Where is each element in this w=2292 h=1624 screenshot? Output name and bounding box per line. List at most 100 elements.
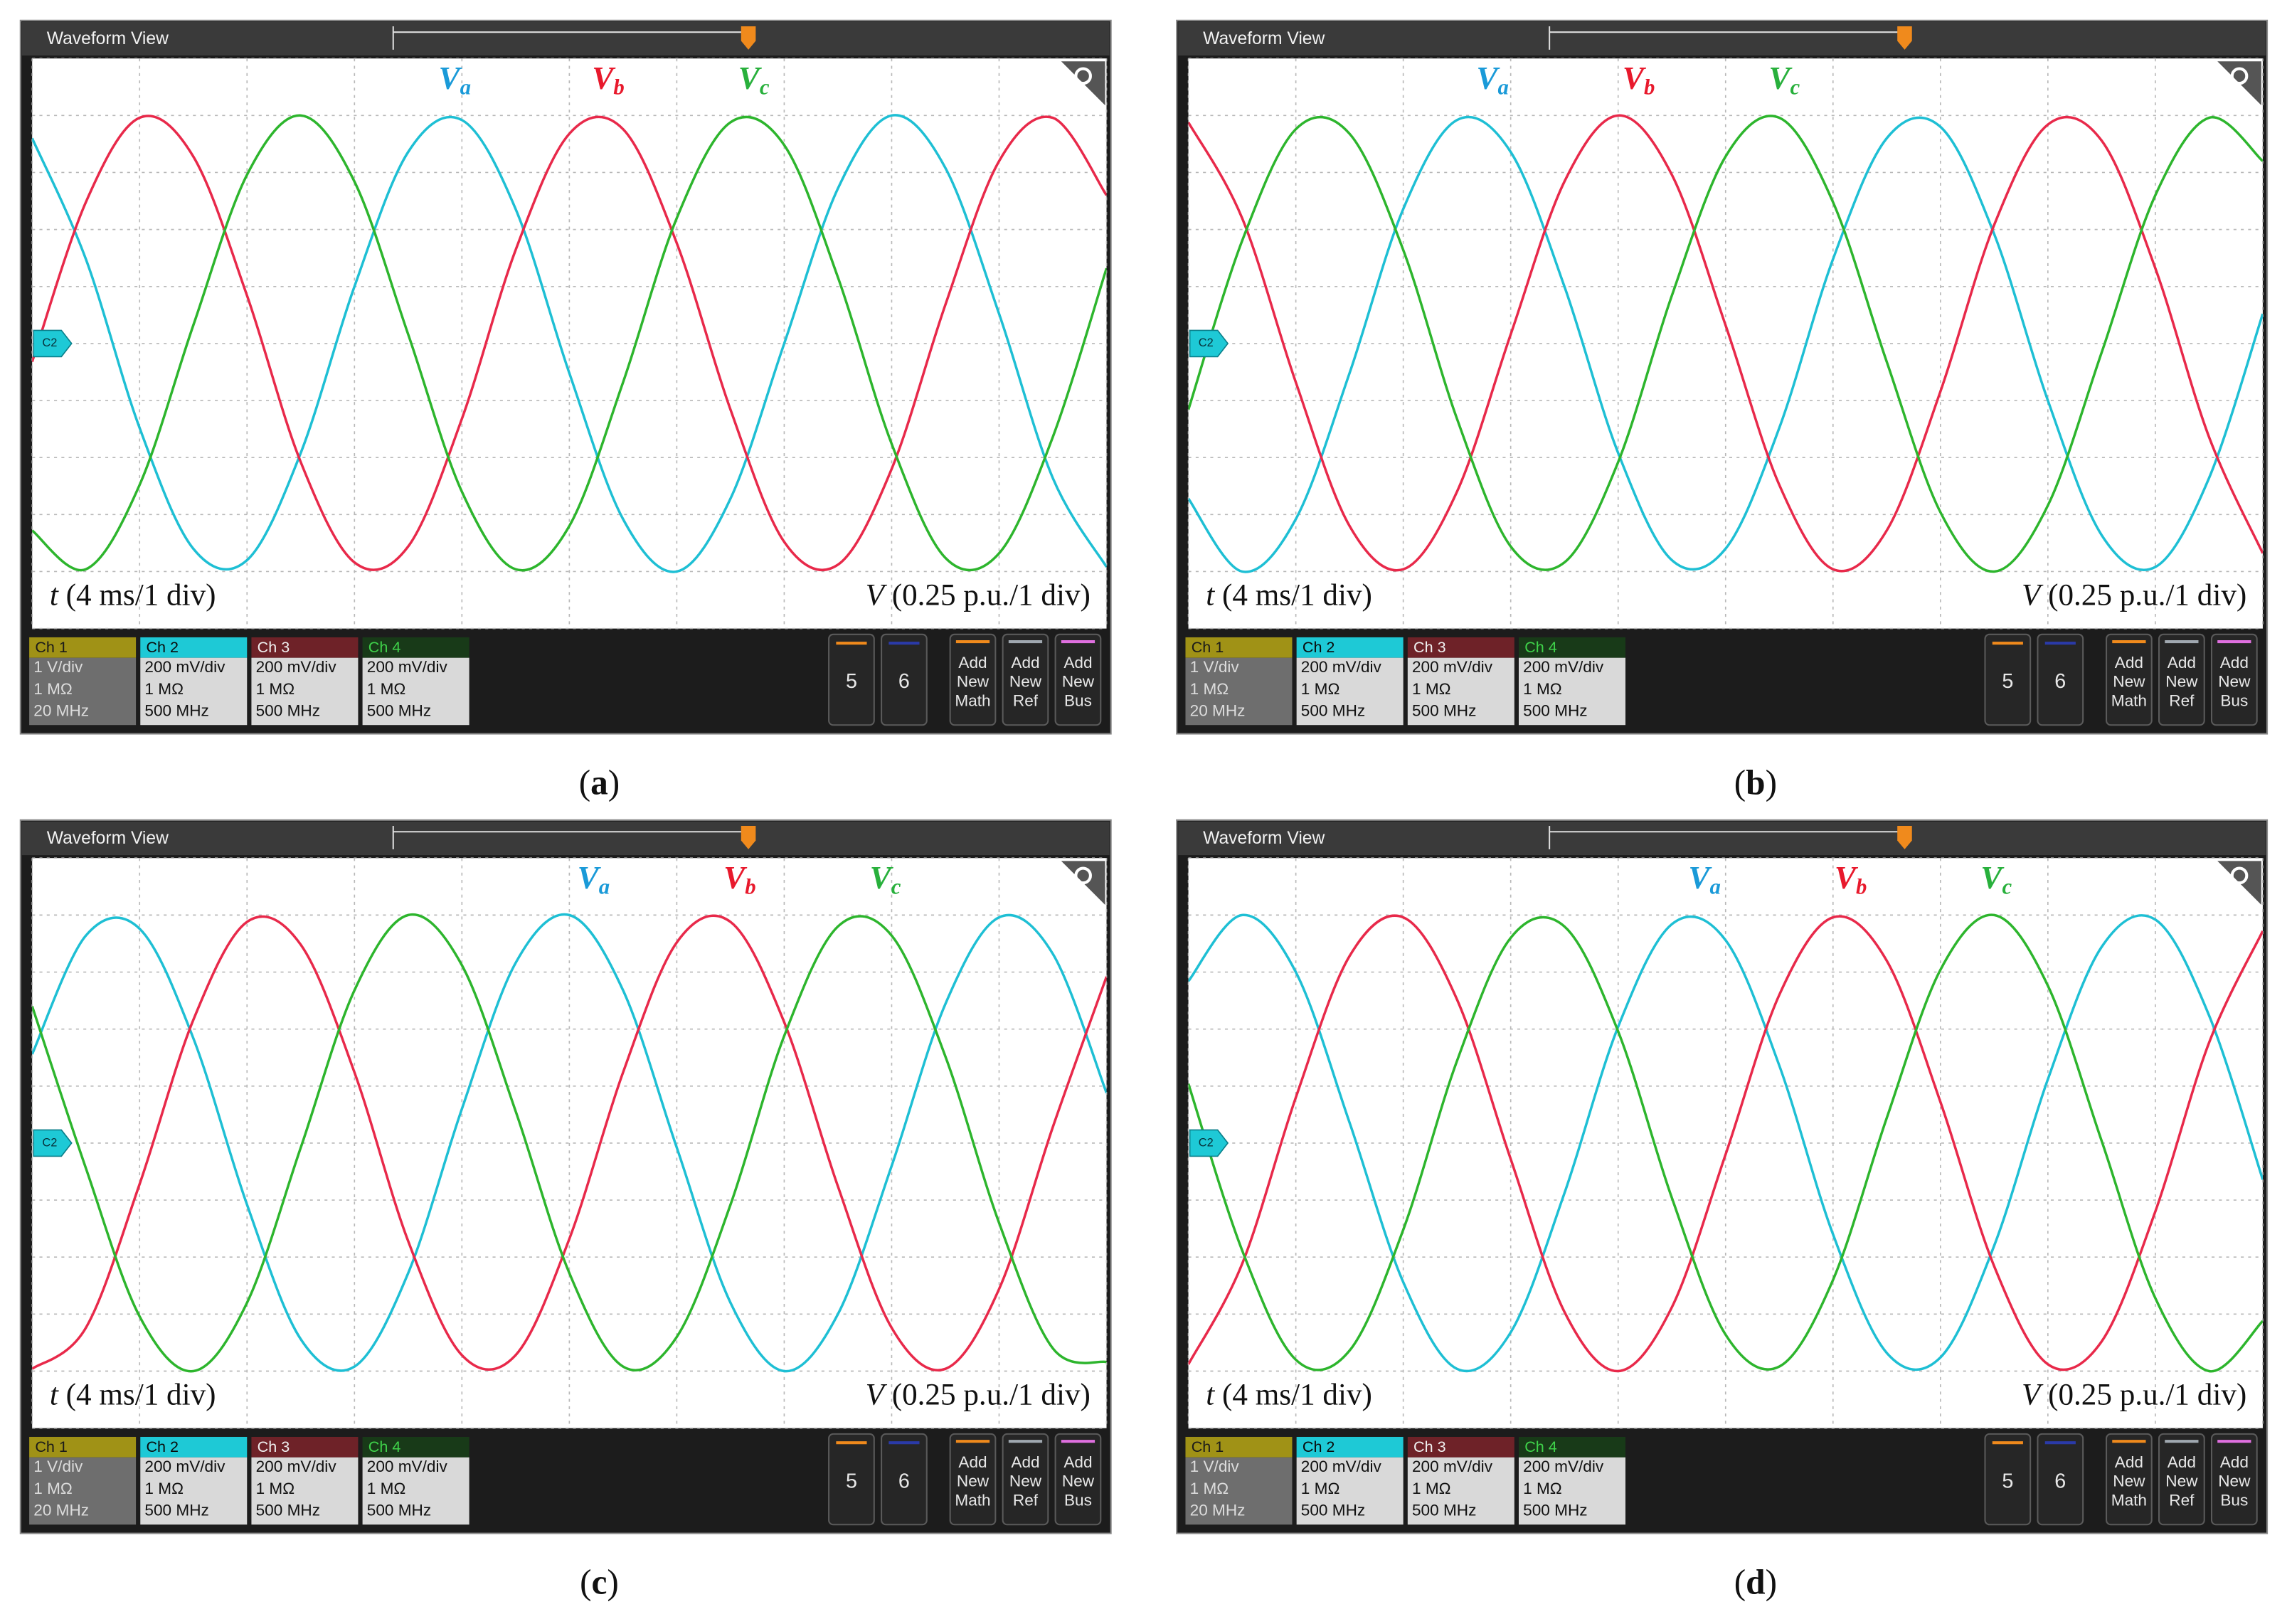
channel-setting: 500 MHz xyxy=(256,702,320,720)
channel-body xyxy=(251,1457,359,1525)
add-button[interactable] xyxy=(2106,1433,2153,1526)
y-axis-label: V (0.25 p.u./1 div) xyxy=(2022,578,2246,612)
series-label: Vb xyxy=(592,60,625,99)
add-button-label: Ref xyxy=(1013,1491,1039,1509)
channel-header xyxy=(140,637,248,658)
channel-name: Ch 1 xyxy=(1192,638,1224,656)
channel-setting: 500 MHz xyxy=(1301,702,1365,720)
slot-button-label: 5 xyxy=(2002,670,2013,693)
channel-setting: 1 MΩ xyxy=(144,680,184,698)
series-label: Va xyxy=(1476,60,1509,99)
add-button-label: Add xyxy=(2220,1453,2249,1471)
add-button[interactable] xyxy=(1054,1433,1102,1526)
plot-traces xyxy=(32,913,1107,1373)
slot-button[interactable] xyxy=(828,633,875,726)
title-bar xyxy=(1178,821,2266,856)
channel-setting: 1 MΩ xyxy=(1523,680,1562,698)
title-bar xyxy=(21,821,1110,856)
slot-button-label: 6 xyxy=(898,670,910,693)
add-button-label: New xyxy=(2113,1472,2145,1490)
channel-body xyxy=(1296,657,1404,726)
channel-setting: 1 MΩ xyxy=(256,1480,295,1497)
channel-name: Ch 3 xyxy=(1413,1438,1446,1455)
panel-label: (a) xyxy=(579,763,620,802)
channel-body xyxy=(251,657,359,726)
trigger-marker xyxy=(741,826,756,849)
add-button-label: Add xyxy=(2168,654,2196,672)
channel-header xyxy=(1185,637,1293,658)
x-axis-label: t (4 ms/1 div) xyxy=(50,1378,216,1411)
add-button[interactable] xyxy=(2158,1433,2205,1526)
window-title: Waveform View xyxy=(1203,29,1325,48)
channel-header xyxy=(29,637,137,658)
channel-setting: 20 MHz xyxy=(1190,1502,1246,1519)
series-label: Va xyxy=(438,60,471,99)
add-button[interactable] xyxy=(2210,633,2258,726)
plot-traces xyxy=(1188,114,2263,573)
add-button[interactable] xyxy=(1002,633,1049,726)
add-button[interactable] xyxy=(2210,1433,2258,1526)
series-label: Vc xyxy=(738,60,770,99)
add-button-label: Bus xyxy=(2220,691,2248,709)
waveform xyxy=(32,913,1107,1373)
add-button-label: New xyxy=(2113,673,2145,691)
series-label: Vc xyxy=(870,860,901,898)
channel-body xyxy=(362,1457,469,1525)
channel-header xyxy=(140,1436,248,1458)
channel-name: Ch 3 xyxy=(258,1438,290,1455)
channel-body xyxy=(1185,1457,1293,1525)
waveform xyxy=(32,913,1107,1373)
channel-setting: 500 MHz xyxy=(144,702,208,720)
add-button[interactable] xyxy=(949,1433,997,1526)
zoom-icon-lens xyxy=(2230,67,2249,85)
add-button-label: New xyxy=(2165,1472,2198,1490)
channel-name: Ch 3 xyxy=(1413,638,1446,656)
channel-marker xyxy=(33,329,73,358)
add-button-label: Math xyxy=(955,691,990,709)
slot-button[interactable] xyxy=(881,1433,928,1526)
channel-setting: 1 MΩ xyxy=(1301,680,1340,698)
waveform xyxy=(32,114,1107,572)
slot-button[interactable] xyxy=(2037,633,2084,726)
channel-setting: 500 MHz xyxy=(1523,1502,1587,1519)
channel-setting: 1 V/div xyxy=(1190,658,1240,676)
slot-button[interactable] xyxy=(1984,1433,2032,1526)
channel-name: Ch 2 xyxy=(1302,1438,1335,1455)
add-button[interactable] xyxy=(2106,633,2153,726)
zoom-icon-lens xyxy=(1074,67,1092,85)
add-button[interactable] xyxy=(949,633,997,726)
channel-body xyxy=(1296,1457,1404,1525)
waveform xyxy=(32,114,1107,573)
channel-setting: 200 mV/div xyxy=(144,1458,226,1475)
channel-name: Ch 1 xyxy=(35,1438,68,1455)
slot-button[interactable] xyxy=(2037,1433,2084,1526)
channel-name: Ch 4 xyxy=(1524,638,1557,656)
channel-setting: 500 MHz xyxy=(367,1502,431,1519)
add-button-label: Ref xyxy=(2169,1491,2195,1509)
channel-header xyxy=(1407,1436,1514,1458)
add-button-label: Ref xyxy=(2169,691,2195,709)
channel-name: Ch 3 xyxy=(258,638,290,656)
channel-name: Ch 4 xyxy=(368,1438,401,1455)
channel-body xyxy=(1407,1457,1514,1525)
channel-setting: 1 MΩ xyxy=(1190,1480,1229,1497)
slot-button[interactable] xyxy=(828,1433,875,1526)
slot-button[interactable] xyxy=(1984,633,2032,726)
add-button-label: New xyxy=(957,1472,990,1490)
add-button-label: Math xyxy=(2111,691,2147,709)
channel-body xyxy=(1518,657,1625,726)
add-button[interactable] xyxy=(1002,1433,1049,1526)
window-title: Waveform View xyxy=(47,829,169,848)
slot-button[interactable] xyxy=(881,633,928,726)
channel-header xyxy=(29,1436,137,1458)
scope-panel: Waveform View C2 Va Vb Vc t (4 ms/1 div) V (0.… xyxy=(1176,819,2269,1602)
add-button[interactable] xyxy=(1054,633,1102,726)
waveform xyxy=(32,115,1107,572)
waveform xyxy=(1188,114,2263,573)
add-button-label: Bus xyxy=(1064,691,1092,709)
add-button[interactable] xyxy=(2158,633,2205,726)
add-button-label: New xyxy=(1009,1472,1042,1490)
channel-setting: 1 MΩ xyxy=(33,1480,73,1497)
add-button-label: Add xyxy=(1011,1453,1039,1471)
trigger-marker xyxy=(741,26,756,50)
